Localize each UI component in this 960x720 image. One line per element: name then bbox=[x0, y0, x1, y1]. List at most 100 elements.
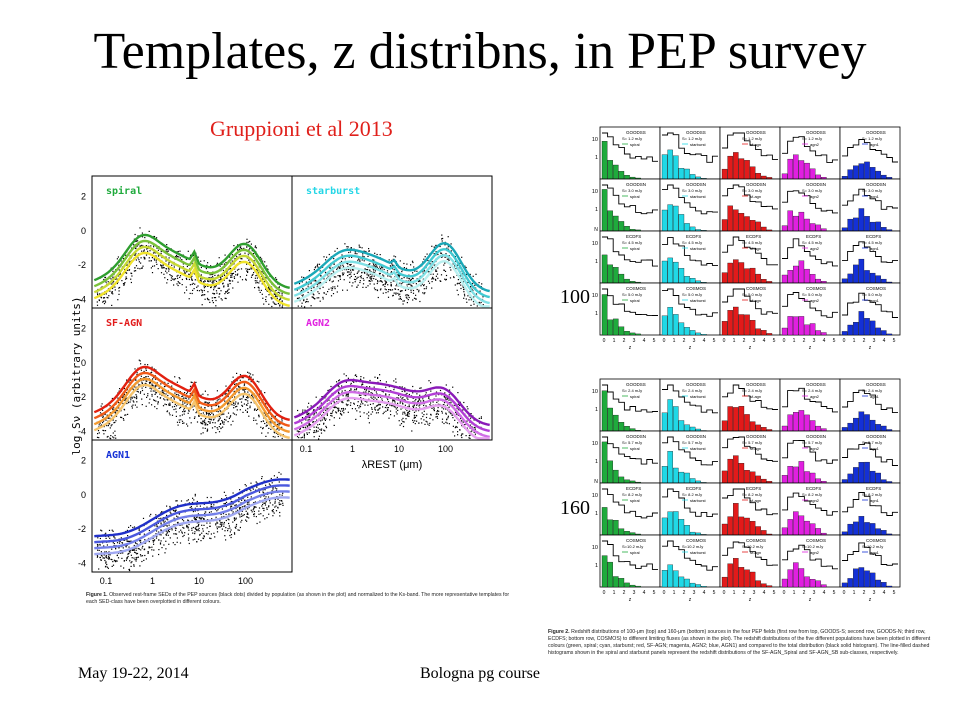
sed-data-point bbox=[339, 267, 341, 269]
histogram-bar bbox=[793, 316, 799, 336]
sed-data-point bbox=[205, 422, 207, 424]
sed-data-point bbox=[328, 399, 330, 401]
sed-data-point bbox=[413, 416, 416, 418]
sed-data-point bbox=[228, 522, 230, 525]
sed-data-point bbox=[166, 272, 168, 274]
sed-data-point bbox=[178, 513, 180, 515]
sed-x-tick-label: 1 bbox=[150, 576, 155, 586]
sed-data-point bbox=[399, 293, 401, 295]
sed-data-point bbox=[236, 274, 238, 276]
sed-data-point bbox=[462, 409, 464, 411]
sed-data-point bbox=[155, 514, 157, 516]
sed-data-point bbox=[161, 547, 163, 549]
sed-data-point bbox=[169, 505, 171, 508]
sed-data-point bbox=[371, 275, 373, 277]
sed-data-point bbox=[410, 289, 412, 291]
sed-data-point bbox=[241, 398, 243, 400]
sed-data-point bbox=[153, 246, 155, 248]
sed-data-point bbox=[435, 416, 437, 418]
sed-data-point bbox=[107, 536, 110, 538]
sed-data-point bbox=[459, 281, 461, 284]
sed-data-point bbox=[349, 390, 351, 392]
histogram-bar bbox=[858, 462, 865, 484]
sed-data-point bbox=[357, 405, 359, 407]
sed-data-point bbox=[233, 407, 235, 409]
histogram-template-label: starburst bbox=[690, 194, 706, 199]
sed-template-curve bbox=[94, 484, 290, 544]
sed-data-point bbox=[384, 285, 386, 288]
sed-data-point bbox=[335, 276, 337, 278]
sed-data-point bbox=[333, 276, 335, 278]
sed-data-point bbox=[245, 485, 247, 487]
sed-data-point bbox=[373, 396, 375, 398]
sed-data-point bbox=[411, 285, 413, 287]
sed-data-point bbox=[435, 270, 437, 272]
sed-data-point bbox=[160, 523, 162, 525]
histogram-bar bbox=[761, 226, 767, 232]
sed-data-point bbox=[135, 557, 137, 559]
sed-data-point bbox=[424, 423, 426, 425]
sed-data-point bbox=[349, 277, 351, 279]
sed-data-point bbox=[232, 272, 235, 274]
sed-data-point bbox=[191, 292, 193, 295]
sed-data-point bbox=[203, 503, 205, 505]
sed-data-point bbox=[206, 412, 208, 414]
sed-data-point bbox=[202, 432, 204, 434]
sed-data-point bbox=[166, 282, 168, 284]
sed-data-point bbox=[464, 295, 466, 297]
sed-data-point bbox=[240, 258, 242, 260]
sed-data-point bbox=[148, 230, 150, 232]
sed-data-point bbox=[174, 509, 176, 511]
sed-data-point bbox=[99, 422, 101, 424]
sed-data-point bbox=[240, 521, 242, 523]
sed-data-point bbox=[365, 389, 368, 391]
sed-data-point bbox=[436, 401, 438, 403]
sed-data-point bbox=[216, 531, 219, 533]
sed-data-point bbox=[317, 263, 319, 265]
sed-data-point bbox=[432, 401, 434, 403]
sed-data-point bbox=[392, 268, 394, 270]
sed-data-point bbox=[387, 399, 389, 401]
sed-data-point bbox=[299, 431, 301, 433]
sed-data-point bbox=[320, 420, 322, 422]
sed-data-point bbox=[105, 281, 107, 283]
sed-data-point bbox=[207, 285, 209, 287]
sed-data-point bbox=[208, 418, 210, 420]
sed-data-point bbox=[227, 292, 229, 294]
sed-data-point bbox=[125, 278, 127, 280]
sed-x-tick-label: 100 bbox=[238, 576, 253, 586]
total-histogram-outline bbox=[842, 241, 898, 263]
histogram-bar bbox=[733, 152, 739, 180]
sed-data-point bbox=[187, 539, 190, 541]
sed-data-point bbox=[237, 244, 239, 246]
sed-data-point bbox=[360, 400, 362, 402]
histogram-template-label: agn2 bbox=[810, 142, 820, 147]
sed-data-point bbox=[225, 513, 227, 516]
sed-data-point bbox=[400, 290, 402, 292]
sed-data-point bbox=[130, 278, 132, 280]
sed-data-point bbox=[208, 415, 210, 417]
sed-data-point bbox=[318, 435, 320, 437]
sed-data-point bbox=[249, 375, 251, 377]
sed-data-point bbox=[313, 414, 315, 416]
sed-data-point bbox=[245, 268, 247, 270]
sed-data-point bbox=[239, 526, 241, 529]
sed-data-point bbox=[150, 513, 152, 515]
total-histogram-outline bbox=[722, 488, 778, 516]
histogram-bar bbox=[749, 220, 756, 232]
sed-data-point bbox=[182, 411, 184, 413]
sed-data-point bbox=[239, 374, 242, 376]
sed-data-point bbox=[343, 412, 345, 414]
sed-data-point bbox=[200, 518, 203, 520]
sed-data-point bbox=[222, 421, 224, 423]
sed-data-point bbox=[472, 301, 475, 303]
sed-data-point bbox=[161, 390, 163, 392]
histogram-bar bbox=[601, 254, 608, 284]
sed-data-point bbox=[216, 410, 218, 412]
sed-data-point bbox=[316, 419, 318, 421]
sed-data-point bbox=[198, 517, 200, 519]
sed-data-point bbox=[273, 293, 275, 295]
sed-data-point bbox=[439, 389, 442, 392]
